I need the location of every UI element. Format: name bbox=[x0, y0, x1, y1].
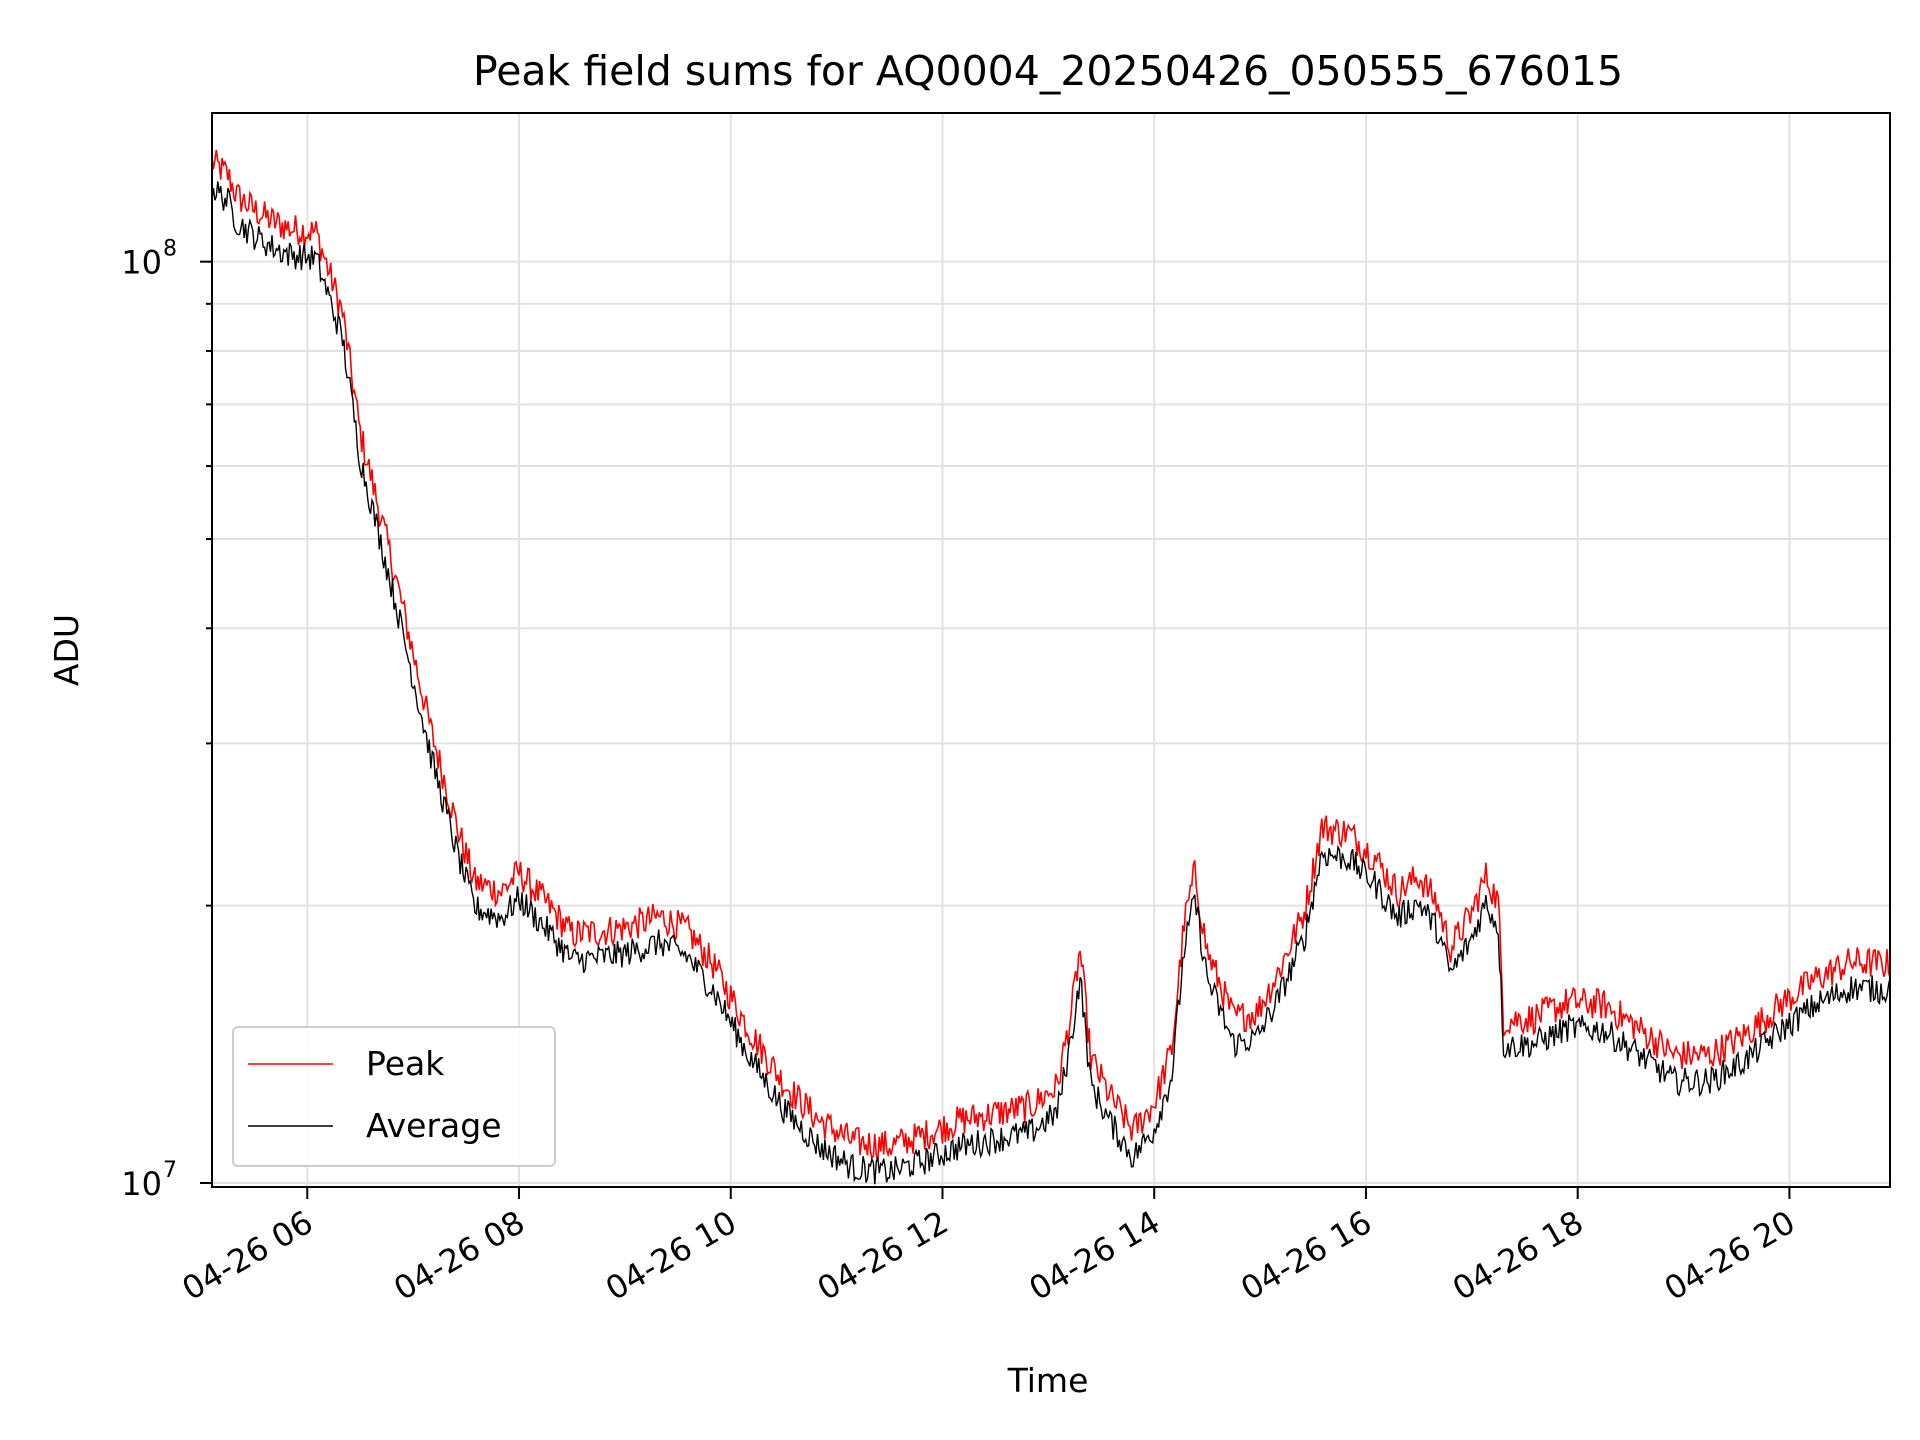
chart-title: Peak field sums for AQ0004_20250426_0505… bbox=[473, 47, 1623, 95]
plot-area-frame bbox=[211, 112, 1891, 1188]
series-layer bbox=[211, 149, 1891, 1185]
y-axis-label: ADU bbox=[47, 614, 86, 686]
series-peak-line bbox=[211, 149, 1891, 1161]
legend-box bbox=[232, 1026, 556, 1167]
legend-label-average: Average bbox=[366, 1106, 502, 1145]
legend-label-peak: Peak bbox=[366, 1044, 445, 1083]
y-tick-exponent: 8 bbox=[163, 237, 177, 262]
y-tick-exponent: 7 bbox=[163, 1158, 177, 1183]
y-tick-label: 10 8 bbox=[121, 237, 177, 282]
series-average-line bbox=[211, 181, 1891, 1185]
y-tick-base: 10 bbox=[121, 244, 162, 282]
grid-lines bbox=[212, 113, 1890, 1187]
x-axis-label: Time bbox=[1007, 1361, 1089, 1400]
legend: Peak Average bbox=[232, 1026, 556, 1167]
y-tick-base: 10 bbox=[121, 1165, 162, 1203]
y-tick-label: 10 7 bbox=[121, 1158, 177, 1203]
